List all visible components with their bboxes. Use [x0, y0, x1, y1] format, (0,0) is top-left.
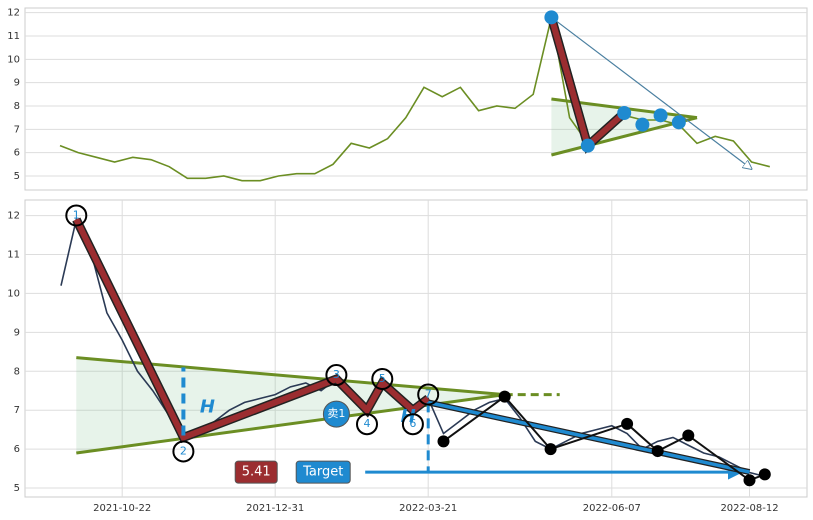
x-tick-label: 2021-12-31 — [246, 503, 304, 514]
y-tick-label: 12 — [7, 8, 20, 19]
y-tick-label: 9 — [14, 78, 20, 89]
y-tick-label: 10 — [7, 288, 20, 299]
sell-label: 卖1 — [327, 407, 345, 420]
y-tick-label: 10 — [7, 54, 20, 65]
y-tick-label: 7 — [14, 405, 20, 416]
y-tick-label: 5 — [14, 171, 20, 182]
target-box — [295, 460, 351, 484]
target-value: 5.41 — [242, 465, 271, 480]
pivot-marker — [653, 108, 668, 123]
wave-line — [442, 395, 766, 482]
pivot-label: 4 — [364, 417, 371, 430]
zigzag-line — [73, 218, 431, 442]
pivot-label: 7 — [425, 388, 432, 401]
y-tick-label: 6 — [14, 444, 20, 455]
sell-signal — [322, 400, 350, 428]
wave-point — [682, 429, 695, 442]
wave-point — [651, 445, 664, 458]
x-tick-label: 2022-06-07 — [583, 503, 641, 514]
x-tick-label: 2022-08-12 — [720, 503, 778, 514]
value-box — [234, 460, 278, 484]
price-line — [59, 17, 770, 182]
wave-point — [758, 468, 771, 481]
wave-point — [437, 435, 450, 448]
pivot-marker — [544, 10, 559, 25]
y-tick-label: 8 — [14, 366, 20, 377]
pivot-circle — [172, 440, 195, 463]
y-tick-label: 7 — [14, 124, 20, 135]
wave-point — [544, 443, 557, 456]
pivot-circle — [65, 204, 88, 227]
pivot-marker — [635, 117, 650, 132]
height-label: H — [401, 406, 416, 427]
wave-point — [621, 417, 634, 430]
pivot-marker — [671, 115, 686, 130]
pivot-label: 2 — [180, 444, 187, 457]
top-panel — [24, 7, 808, 191]
pivot-marker — [580, 138, 595, 153]
pivot-label: 5 — [379, 372, 386, 385]
wave-point — [743, 474, 756, 487]
forecast-arrow — [551, 16, 751, 169]
pivot-marker — [617, 106, 632, 120]
y-tick-label: 8 — [14, 101, 20, 112]
target-label: Target — [302, 465, 343, 480]
y-tick-label: 11 — [7, 249, 20, 260]
pivot-circle — [401, 413, 424, 436]
pivot-label: 3 — [333, 368, 340, 381]
y-tick-label: 6 — [14, 148, 20, 159]
y-tick-label: 5 — [14, 483, 20, 494]
y-tick-label: 9 — [14, 327, 20, 338]
wave-point — [498, 390, 511, 403]
pivot-circle — [371, 367, 394, 390]
pivot-circle — [356, 413, 378, 436]
pivot-label: 6 — [409, 417, 416, 430]
bottom-panel — [24, 199, 808, 498]
x-tick-label: 2022-03-21 — [399, 503, 457, 514]
pivot-circle — [417, 383, 440, 406]
pivot-label: 1 — [73, 208, 80, 221]
x-tick-label: 2021-10-22 — [93, 503, 151, 514]
height-label: H — [200, 396, 215, 417]
y-tick-label: 11 — [7, 31, 20, 42]
y-tick-label: 12 — [7, 211, 20, 222]
pivot-circle — [325, 364, 348, 387]
